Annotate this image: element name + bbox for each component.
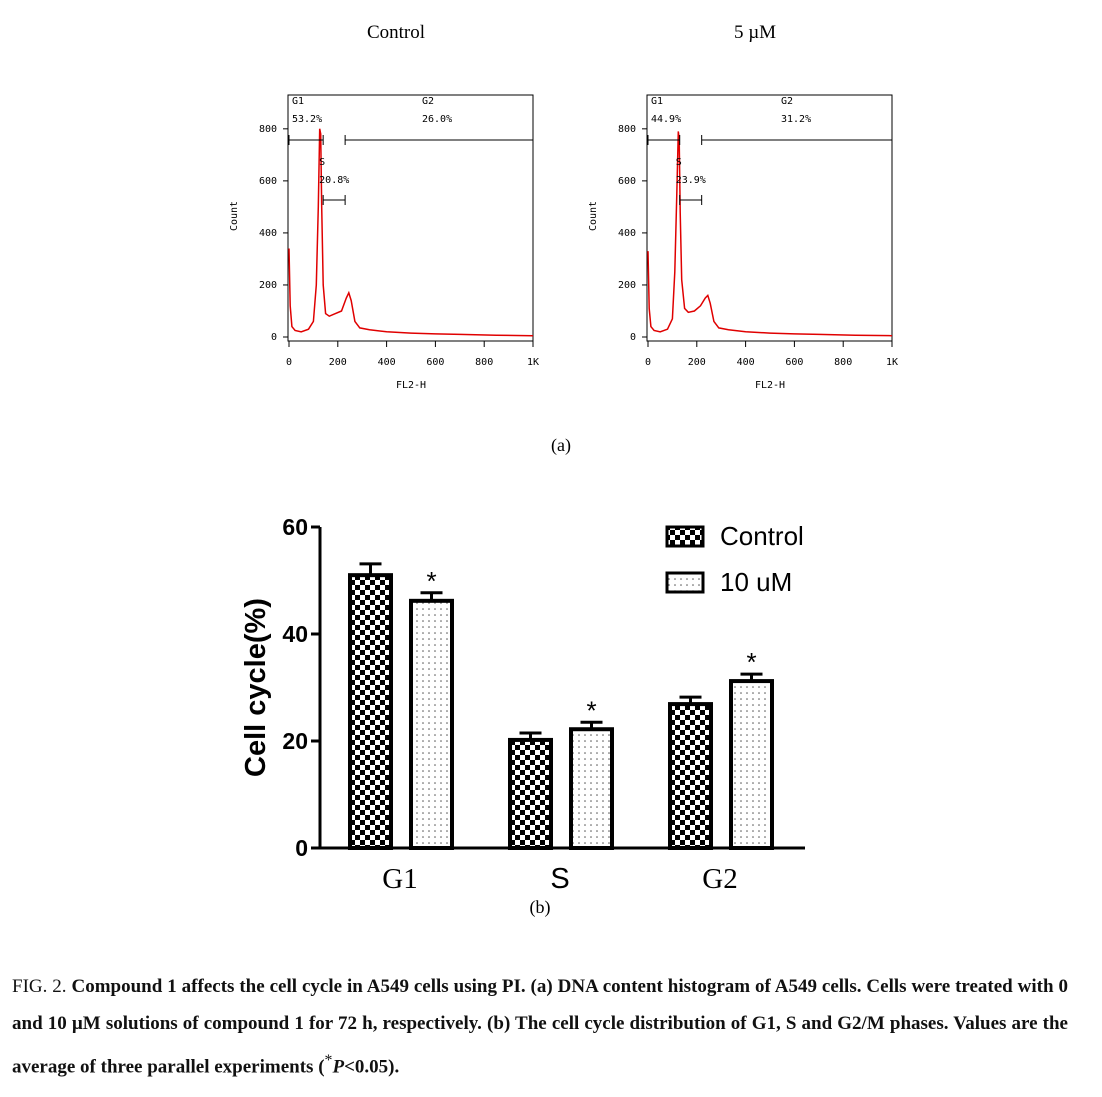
caption: FIG. 2. Compound 1 affects the cell cycl… [12, 968, 1068, 1085]
y-tick-label: 60 [282, 514, 308, 540]
plot-frame [287, 94, 534, 342]
x-tick-label: 200 [688, 357, 706, 368]
x-tick-label: 400 [737, 357, 755, 368]
x-tick-label: 600 [426, 357, 444, 368]
bar [508, 737, 553, 850]
x-axis-label: FL2-H [755, 380, 785, 391]
gate-percent: 26.0% [422, 114, 452, 125]
x-tick-label: 0 [286, 357, 292, 368]
y-axis-label: Count [229, 201, 240, 231]
y-axis-label: Cell cycle(%) [240, 598, 272, 777]
x-tick-label: 400 [378, 357, 396, 368]
legend-swatch [665, 571, 705, 594]
y-tick-label: 600 [259, 176, 277, 187]
x-tick-label: S [550, 863, 569, 895]
x-tick-label: 1K [527, 357, 539, 368]
y-tick-label: 200 [618, 280, 636, 291]
y-tick-label: 800 [618, 124, 636, 135]
bar [569, 727, 614, 850]
chart-title: 5 µM [734, 22, 776, 43]
x-tick-label: 800 [475, 357, 493, 368]
legend-label: Control [720, 521, 804, 551]
y-tick-label: 200 [259, 280, 277, 291]
y-tick-label: 0 [295, 835, 308, 861]
caption-text: Compound 1 affects the cell cycle in A54… [12, 976, 1069, 1078]
bar [729, 679, 774, 851]
y-tick-label: 400 [259, 228, 277, 239]
x-tick-label: 0 [645, 357, 651, 368]
chart-title: Control [367, 22, 425, 43]
gate-name: G1 [651, 96, 663, 107]
y-tick-label: 400 [618, 228, 636, 239]
caption-label: FIG. 2. [12, 976, 67, 997]
histogram-line [288, 128, 534, 337]
gate-percent: 44.9% [651, 114, 681, 125]
y-tick-label: 600 [618, 176, 636, 187]
gate-percent: 31.2% [781, 114, 811, 125]
gate-name: G2 [422, 96, 434, 107]
x-tick-label: 200 [329, 357, 347, 368]
caption-text: P [332, 1056, 345, 1078]
gate-name: S [676, 157, 682, 168]
bar [409, 598, 454, 851]
caption-text: * [324, 1052, 333, 1069]
gate-name: S [319, 157, 325, 168]
bar [348, 573, 393, 851]
y-axis-label: Count [588, 201, 599, 231]
significance-marker: * [746, 647, 756, 677]
legend-label: 10 uM [720, 567, 792, 597]
bar [668, 702, 713, 851]
y-tick-label: 0 [271, 332, 277, 343]
x-axis-label: FL2-H [396, 380, 426, 391]
x-tick-label: G1 [382, 863, 417, 895]
significance-marker: * [586, 695, 596, 725]
panel-label: (b) [530, 897, 551, 918]
caption-text: <0.05). [344, 1056, 400, 1078]
gate-percent: 23.9% [676, 175, 706, 186]
gate-name: G2 [781, 96, 793, 107]
x-tick-label: 1K [886, 357, 898, 368]
x-tick-label: G2 [702, 863, 737, 895]
gate-percent: 20.8% [319, 175, 349, 186]
panel-label: (a) [551, 435, 571, 456]
histogram-line [647, 131, 893, 337]
y-tick-label: 0 [630, 332, 636, 343]
legend-swatch [665, 525, 705, 548]
gate-percent: 53.2% [292, 114, 322, 125]
y-tick-label: 800 [259, 124, 277, 135]
significance-marker: * [426, 566, 436, 596]
gate-name: G1 [292, 96, 304, 107]
y-tick-label: 40 [282, 621, 308, 647]
plot-frame [646, 94, 893, 342]
y-tick-label: 20 [282, 728, 308, 754]
x-tick-label: 600 [785, 357, 803, 368]
x-tick-label: 800 [834, 357, 852, 368]
